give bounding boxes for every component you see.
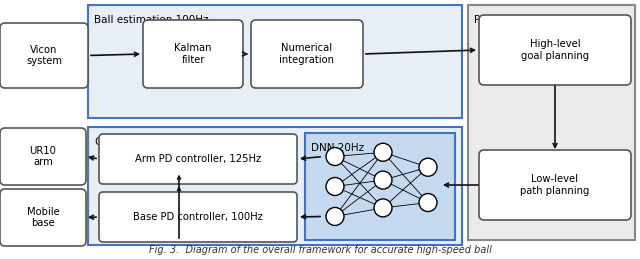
Text: Mobile
base: Mobile base	[27, 207, 60, 228]
Circle shape	[326, 207, 344, 226]
FancyBboxPatch shape	[479, 150, 631, 220]
Text: Numerical
integration: Numerical integration	[280, 43, 335, 65]
FancyBboxPatch shape	[251, 20, 363, 88]
Text: Arm PD controller, 125Hz: Arm PD controller, 125Hz	[135, 154, 261, 164]
Bar	[468, 5, 635, 240]
Circle shape	[374, 171, 392, 189]
Circle shape	[326, 148, 344, 166]
Circle shape	[326, 177, 344, 196]
FancyBboxPatch shape	[0, 189, 86, 246]
FancyBboxPatch shape	[99, 192, 297, 242]
Text: Ball estimation 100Hz: Ball estimation 100Hz	[94, 15, 209, 25]
Text: High-level
goal planning: High-level goal planning	[521, 39, 589, 61]
Text: Base PD controller, 100Hz: Base PD controller, 100Hz	[133, 212, 263, 222]
Bar	[88, 5, 462, 118]
Text: UR10
arm: UR10 arm	[29, 146, 56, 167]
FancyBboxPatch shape	[479, 15, 631, 85]
Bar	[88, 127, 462, 245]
Text: Planning 30Hz: Planning 30Hz	[474, 15, 548, 25]
FancyBboxPatch shape	[0, 23, 88, 88]
FancyBboxPatch shape	[143, 20, 243, 88]
Text: Vicon
system: Vicon system	[26, 45, 62, 66]
Circle shape	[419, 193, 437, 212]
Circle shape	[374, 199, 392, 217]
Text: DNN 20Hz: DNN 20Hz	[311, 143, 364, 153]
Text: Control: Control	[94, 137, 132, 147]
Text: Kalman
filter: Kalman filter	[174, 43, 212, 65]
FancyBboxPatch shape	[0, 128, 86, 185]
Circle shape	[419, 158, 437, 176]
Text: Low-level
path planning: Low-level path planning	[520, 174, 589, 196]
Bar	[305, 133, 455, 240]
Text: Fig. 3.  Diagram of the overall framework for accurate high-speed ball: Fig. 3. Diagram of the overall framework…	[148, 245, 492, 255]
FancyBboxPatch shape	[99, 134, 297, 184]
Circle shape	[374, 143, 392, 161]
